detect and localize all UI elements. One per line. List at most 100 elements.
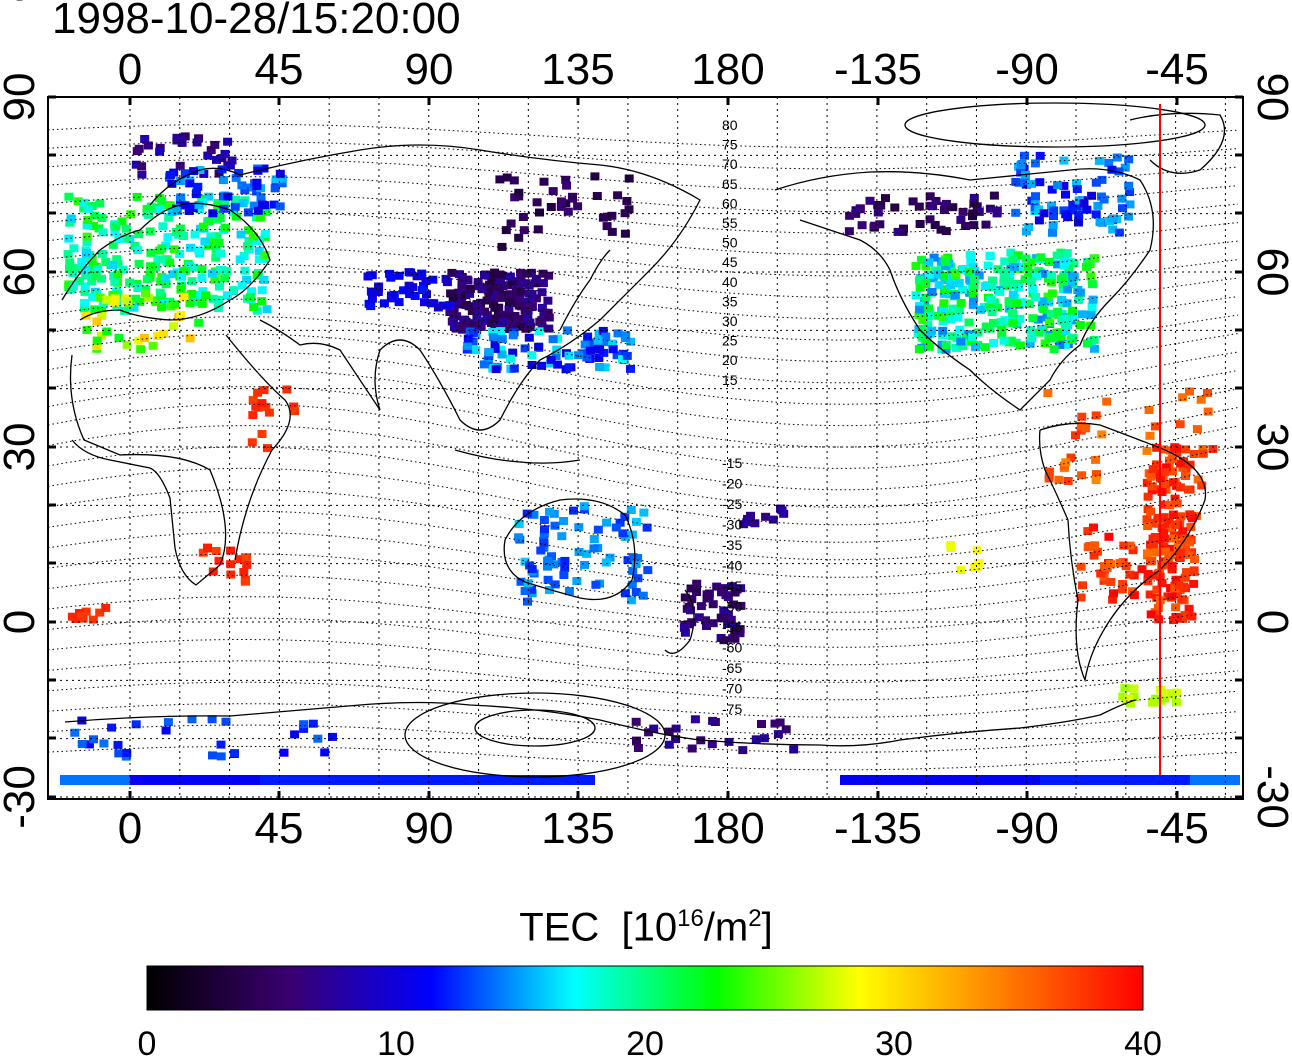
tec-cell (1062, 249, 1072, 258)
tec-cell (271, 175, 281, 184)
tec-cell (983, 261, 993, 270)
tec-cell (160, 274, 170, 283)
tec-cell (1026, 258, 1036, 267)
tec-cell (736, 601, 746, 610)
tec-cell (876, 201, 886, 210)
tec-cell (457, 281, 467, 290)
mag-lat-contour (47, 193, 1239, 234)
tec-cell (1125, 200, 1135, 209)
tec-cell (781, 725, 791, 734)
tec-cell (169, 245, 179, 254)
tec-cell (1104, 158, 1114, 167)
tec-cell (1082, 262, 1091, 271)
tec-cell (1056, 274, 1066, 283)
south-pole-oval (474, 709, 596, 747)
tec-cell (259, 386, 269, 395)
tec-cell (1066, 453, 1076, 462)
tec-cell (580, 560, 590, 569)
tec-cell (516, 322, 526, 331)
tec-cell (1174, 581, 1184, 590)
tec-cell (1203, 388, 1212, 397)
tec-cell (488, 327, 498, 336)
tec-cell (261, 207, 271, 216)
tec-cell (1049, 206, 1059, 215)
mag-lat-contour (47, 211, 1239, 255)
tec-cell (77, 740, 87, 748)
mag-lat-contour (47, 639, 1239, 683)
tec-cell (1061, 327, 1071, 335)
tec-cell (1129, 591, 1139, 600)
tec-cell (986, 295, 996, 304)
tec-cell (1039, 269, 1049, 278)
tec-cell (557, 532, 567, 541)
tec-cell (687, 744, 697, 753)
tec-cell (708, 619, 718, 628)
tec-cell (985, 204, 995, 213)
tec-cell (77, 258, 87, 266)
tec-cell (251, 402, 261, 411)
tec-cell (197, 265, 207, 274)
tec-cell (240, 577, 250, 586)
tec-cell (510, 312, 520, 320)
tec-cell (120, 306, 130, 315)
mag-lat-label: -40 (722, 558, 742, 574)
tec-cell (1031, 293, 1041, 301)
tec-cell (620, 512, 630, 521)
tec-cell (524, 289, 534, 298)
tec-cell (1196, 395, 1206, 404)
tec-cell (548, 335, 558, 344)
tec-cell (516, 268, 526, 277)
left-lat-label: -90 (0, 0, 32, 10)
tec-cell (99, 739, 109, 748)
tec-cell (465, 285, 475, 293)
tec-cell (199, 222, 208, 231)
tec-cell (367, 271, 377, 280)
tec-cell (1107, 165, 1117, 174)
tec-cell (374, 282, 384, 291)
tec-cell (1090, 254, 1100, 263)
tec-cell (290, 407, 300, 416)
tec-cell (1143, 492, 1153, 501)
mag-lat-contour (47, 281, 1239, 341)
tec-cell (582, 549, 592, 558)
tec-cell (420, 298, 429, 307)
tec-cell (259, 276, 269, 284)
tec-cell (66, 214, 76, 223)
tec-cell (1014, 283, 1024, 292)
tec-cell (898, 227, 908, 236)
tec-cell (564, 351, 574, 360)
tec-cell (1175, 548, 1185, 557)
tec-cell (638, 591, 648, 600)
tec-cell (447, 268, 457, 277)
coast-africa-east (225, 334, 291, 561)
tec-cell (1146, 472, 1156, 481)
tec-cell (951, 343, 961, 352)
tec-cell (1012, 299, 1022, 308)
tec-cell (1170, 443, 1180, 452)
tec-cell (1183, 485, 1193, 494)
mag-lat-contour (47, 176, 1239, 213)
tec-cell (1058, 279, 1068, 288)
tec-cell (1137, 565, 1147, 574)
mag-lat-contour (47, 660, 1239, 701)
tec-cell (212, 155, 221, 164)
tec-cell (65, 258, 75, 267)
tec-cell (1102, 397, 1112, 406)
tec-cell (247, 438, 257, 447)
tec-cell (249, 303, 259, 311)
tec-cell (924, 258, 934, 267)
bottom-lon-label: 90 (405, 804, 454, 853)
tec-cell (969, 221, 979, 230)
tec-cell (367, 294, 377, 303)
tec-cell (1023, 262, 1033, 271)
tec-cell (508, 348, 518, 357)
tec-cell (501, 325, 511, 334)
tec-cell (553, 360, 562, 369)
top-lon-label: 135 (541, 45, 614, 94)
tec-cell (537, 361, 547, 370)
mag-lat-contour (47, 158, 1239, 191)
tec-cell (524, 281, 534, 290)
tec-cell (549, 560, 559, 569)
tec-cell (1047, 289, 1057, 298)
tec-cell (911, 262, 921, 270)
